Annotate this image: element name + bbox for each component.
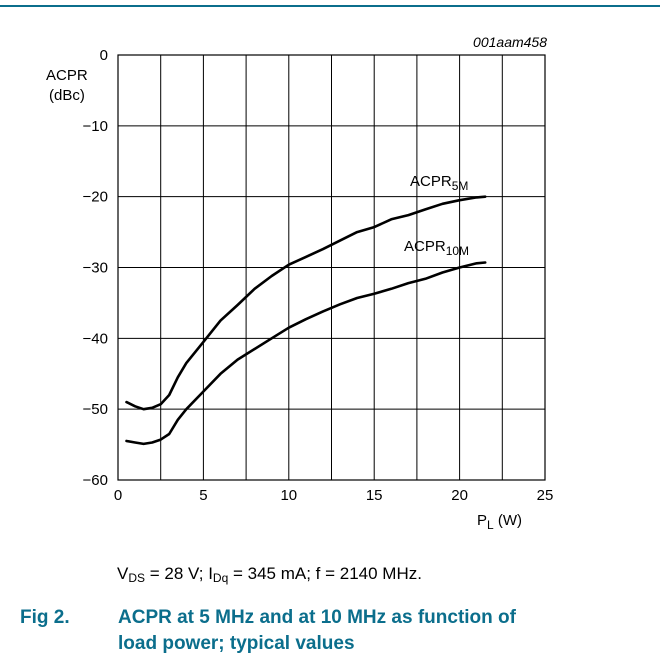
x-tick-label: 20 (451, 487, 468, 504)
x-tick-label: 10 (280, 487, 297, 504)
y-tick-label: 0 (100, 47, 108, 64)
header-rule (0, 5, 660, 7)
chart-code: 001aam458 (473, 34, 547, 50)
y-axis-label-line1: ACPR (46, 67, 88, 84)
test-conditions: VDS = 28 V; IDq = 345 mA; f = 2140 MHz. (117, 564, 422, 585)
y-tick-label: −10 (83, 118, 108, 135)
x-tick-label: 0 (114, 487, 122, 504)
figure-caption: ACPR at 5 MHz and at 10 MHz as function … (118, 607, 516, 654)
series-label-acpr10m: ACPR10M (404, 238, 469, 258)
y-tick-label: −50 (83, 401, 108, 418)
series-line-acpr5m (125, 195, 487, 411)
series-label-acpr5m: ACPR5M (410, 173, 468, 193)
x-tick-label: 5 (199, 487, 207, 504)
chart-ticks: 0 5 10 15 20 25 0 −10 −20 −30 −40 −50 −60 (83, 47, 554, 504)
y-tick-label: −20 (83, 189, 108, 206)
y-tick-label: −30 (83, 260, 108, 277)
plot-frame (117, 54, 546, 481)
figure-number: Fig 2. (20, 607, 70, 628)
x-tick-label: 15 (366, 487, 383, 504)
y-tick-label: −60 (83, 472, 108, 489)
chart-series (125, 195, 487, 446)
y-tick-label: −40 (83, 330, 108, 347)
acpr-chart: 001aam458 0 5 10 15 20 250−10−20−30−40−50−60 … (46, 34, 554, 532)
x-tick-label: 25 (537, 487, 554, 504)
y-axis-label-line2: (dBc) (49, 87, 85, 104)
x-axis-label: PL (W) (477, 512, 522, 532)
chart-grid (117, 54, 546, 481)
series-line-acpr10m (125, 261, 487, 446)
